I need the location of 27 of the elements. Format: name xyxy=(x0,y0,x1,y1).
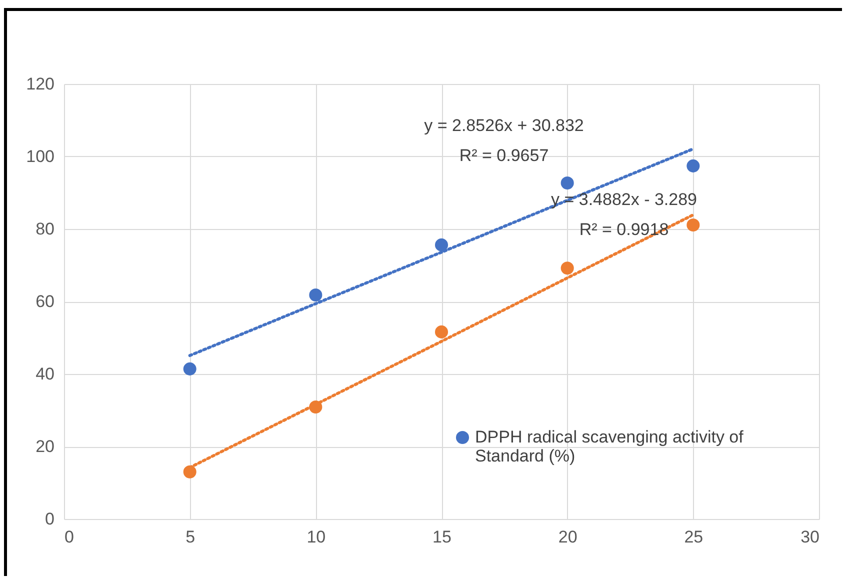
point xyxy=(309,288,322,302)
point xyxy=(183,465,196,478)
x-tick-label: 25 xyxy=(684,528,704,546)
point xyxy=(686,159,700,172)
x-tick-label: 0 xyxy=(64,528,74,546)
y-tick-label: 80 xyxy=(36,220,54,238)
point xyxy=(560,176,574,190)
line-series xyxy=(188,147,695,358)
legend-label: DPPH radical scavenging activity of Standard (%) xyxy=(475,428,744,466)
x-tick-label: 30 xyxy=(800,528,820,546)
point xyxy=(434,238,448,252)
x-tick-label: 10 xyxy=(306,528,326,546)
point xyxy=(560,262,574,275)
y-tick-label: 120 xyxy=(26,74,54,94)
x-tick-label: 5 xyxy=(186,528,196,546)
point xyxy=(686,218,700,232)
point xyxy=(434,325,448,338)
point xyxy=(183,362,196,376)
x-tick-label: 20 xyxy=(558,528,578,546)
y-tick-label: 60 xyxy=(36,292,54,311)
annotation: R² = 0.9657 xyxy=(459,146,549,165)
x-tick-label: 15 xyxy=(432,528,452,546)
annotation: y = 2.8526x + 30.832 xyxy=(424,116,584,135)
y-tick-label: 0 xyxy=(45,510,54,528)
y-tick-label: 20 xyxy=(36,437,54,456)
y-tick-label: 100 xyxy=(26,147,54,166)
y-tick-label: 40 xyxy=(36,364,54,384)
